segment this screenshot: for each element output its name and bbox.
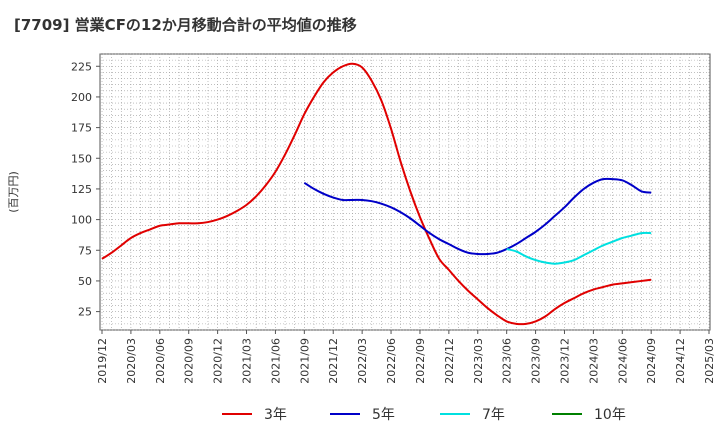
y-tick-label: 200	[71, 91, 92, 104]
series-lines	[101, 62, 652, 326]
y-tick-label: 175	[71, 122, 92, 135]
x-tick-label: 2022/03	[356, 338, 369, 384]
y-tick-label: 100	[71, 214, 92, 227]
x-tick-label: 2024/12	[674, 338, 687, 384]
series-line-1	[101, 62, 652, 326]
x-tick-label: 2021/03	[241, 338, 254, 384]
y-tick-label: 150	[71, 152, 92, 165]
x-tick-label: 2021/12	[327, 338, 340, 384]
series-line-3	[506, 231, 652, 265]
y-tick-label: 50	[78, 275, 92, 288]
x-tick-label: 2021/09	[298, 338, 311, 384]
x-tick-label: 2022/09	[414, 338, 427, 384]
x-tick-label: 2023/12	[558, 338, 571, 384]
x-tick-label: 2020/03	[125, 338, 138, 384]
x-tick-label: 2022/06	[385, 338, 398, 384]
x-tick-label: 2021/06	[269, 338, 282, 384]
legend-label-1: 3年	[264, 407, 287, 423]
x-tick-label: 2020/12	[212, 338, 225, 384]
y-tick-label: 25	[78, 306, 92, 319]
x-tick-label: 2024/03	[587, 338, 600, 384]
chart-title: [7709] 営業CFの12か月移動合計の平均値の推移	[14, 16, 357, 34]
x-tick-label: 2023/03	[472, 338, 485, 384]
y-tick-label: 75	[78, 244, 92, 257]
x-tick-label: 2022/12	[443, 338, 456, 384]
plot-area	[99, 53, 711, 331]
gridlines	[100, 53, 710, 331]
y-tick-label: 225	[71, 60, 92, 73]
y-axis-ticks: 25 50 75 100 125 150 175 200 225	[71, 60, 100, 319]
x-tick-label: 2020/06	[154, 338, 167, 384]
legend: 3年 5年 7年 10年	[222, 407, 626, 423]
legend-label-3: 7年	[482, 407, 505, 423]
y-tick-label: 125	[71, 183, 92, 196]
series-line-2	[303, 177, 652, 256]
x-tick-label: 2023/09	[530, 338, 543, 384]
legend-label-2: 5年	[372, 407, 395, 423]
x-axis-ticks: 2019/12 2020/03 2020/06 2020/09 2020/12 2021/…	[96, 330, 716, 384]
y-axis-label: (百万円)	[7, 171, 20, 213]
x-tick-label: 2024/09	[645, 338, 658, 384]
x-tick-label: 2019/12	[96, 338, 109, 384]
x-tick-label: 2023/06	[501, 338, 514, 384]
legend-label-4: 10年	[594, 407, 626, 423]
x-tick-label: 2020/09	[183, 338, 196, 384]
x-tick-label: 2025/03	[703, 338, 716, 384]
x-tick-label: 2024/06	[616, 338, 629, 384]
